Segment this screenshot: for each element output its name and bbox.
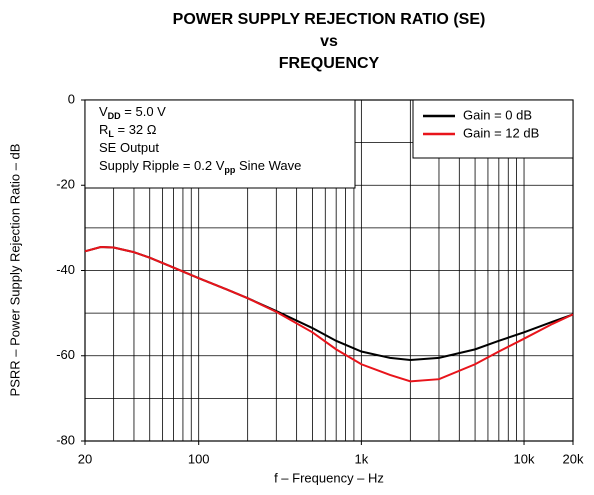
annotation-sub: pp	[224, 165, 235, 175]
annotation-text: SE Output	[99, 140, 159, 155]
annotation-text: RL = 32 Ω	[99, 122, 157, 139]
x-tick-label: 20	[78, 451, 92, 466]
annotation-text: VDD = 5.0 V	[99, 104, 166, 121]
annotation-box	[84, 99, 356, 189]
annotation-part: Supply Ripple = 0.2 V	[99, 158, 225, 173]
annotation-part: SE Output	[99, 140, 159, 155]
y-tick-label: 0	[68, 91, 75, 106]
annotation-sub: DD	[108, 111, 121, 121]
chart-title: vs	[320, 33, 338, 50]
x-axis-label: f – Frequency – Hz	[274, 470, 384, 485]
x-tick-label: 1k	[354, 451, 368, 466]
annotation-sub: L	[108, 129, 114, 139]
x-tick-label: 100	[188, 451, 210, 466]
chart-title: POWER SUPPLY REJECTION RATIO (SE)	[173, 11, 486, 28]
annotation-part: V	[99, 104, 108, 119]
x-tick-label: 10k	[514, 451, 535, 466]
y-tick-label: -60	[56, 347, 75, 362]
annotation-part: = 5.0 V	[121, 104, 166, 119]
annotation-part: = 32 Ω	[114, 122, 157, 137]
annotation-part: Sine Wave	[235, 158, 301, 173]
annotation-part: R	[99, 122, 108, 137]
legend-label: Gain = 0 dB	[463, 107, 532, 122]
y-tick-label: -40	[56, 262, 75, 277]
y-tick-label: -20	[56, 177, 75, 192]
chart-title: FREQUENCY	[279, 55, 380, 72]
legend-label: Gain = 12 dB	[463, 125, 539, 140]
legend-box	[412, 99, 574, 159]
data-line	[84, 246, 574, 383]
x-tick-label: 20k	[563, 451, 584, 466]
y-axis-label: PSRR – Power Supply Rejection Ratio – dB	[7, 144, 22, 397]
annotation-text: Supply Ripple = 0.2 Vpp Sine Wave	[99, 158, 301, 175]
y-tick-label: -80	[56, 432, 75, 447]
